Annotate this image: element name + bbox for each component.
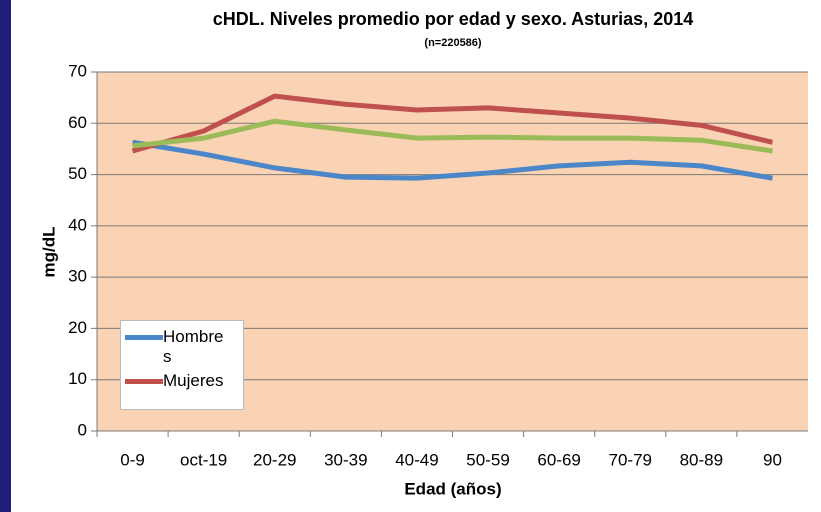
x-tick-label: 80-89 [680, 450, 723, 469]
legend-entry: Mujeres [125, 371, 239, 391]
y-tick-label: 30 [68, 267, 87, 286]
y-tick-label: 70 [68, 61, 87, 80]
legend-swatch [125, 335, 163, 340]
series-line [132, 139, 773, 181]
x-tick-label: 50-59 [466, 450, 509, 469]
y-tick-label: 60 [68, 113, 87, 132]
legend-label: Mujeres [163, 371, 224, 390]
x-axis-title: Edad (años) [404, 479, 501, 498]
series-line [131, 93, 774, 154]
y-tick-label: 40 [68, 215, 87, 234]
x-tick-label: 40-49 [395, 450, 438, 469]
legend-swatch [125, 379, 163, 384]
y-tick-label: 0 [78, 420, 87, 439]
x-tick-label: 30-39 [324, 450, 367, 469]
chart-subtitle: (n=220586) [424, 37, 482, 49]
x-tick-label: 70-79 [609, 450, 652, 469]
y-tick-label: 20 [68, 318, 87, 337]
legend-entry: Hombres [125, 327, 239, 367]
y-tick-label: 50 [68, 164, 87, 183]
x-tick-label: 90 [763, 450, 782, 469]
series-line [132, 118, 773, 154]
left-border [0, 0, 11, 512]
legend-label: Hombres [163, 327, 224, 366]
x-tick-label: 0-9 [120, 450, 145, 469]
x-tick-label: oct-19 [180, 450, 227, 469]
chart-title: cHDL. Niveles promedio por edad y sexo. … [213, 9, 694, 29]
x-tick-label: 20-29 [253, 450, 296, 469]
y-axis-title: mg/dL [39, 227, 58, 278]
x-tick-label: 60-69 [537, 450, 580, 469]
y-tick-label: 10 [68, 369, 87, 388]
legend: Hombres Mujeres [120, 320, 244, 410]
